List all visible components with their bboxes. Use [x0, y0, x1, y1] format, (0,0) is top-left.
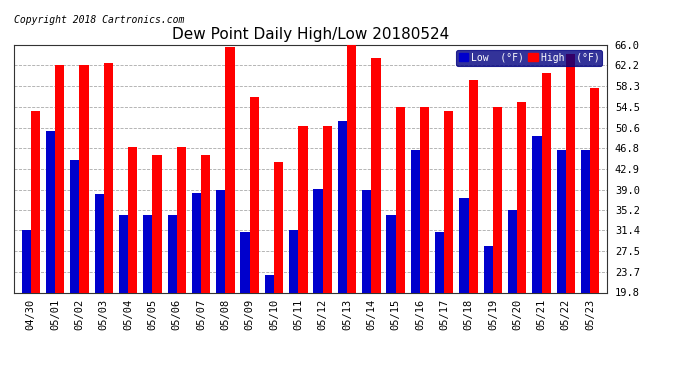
Bar: [566, 54, 575, 375]
Bar: [347, 44, 356, 375]
Bar: [31, 111, 40, 375]
Bar: [362, 190, 371, 375]
Bar: [79, 65, 89, 375]
Bar: [250, 97, 259, 375]
Legend: Low  (°F), High  (°F): Low (°F), High (°F): [455, 50, 602, 66]
Bar: [119, 215, 128, 375]
Title: Dew Point Daily High/Low 20180524: Dew Point Daily High/Low 20180524: [172, 27, 449, 42]
Bar: [411, 150, 420, 375]
Bar: [313, 189, 323, 375]
Bar: [493, 106, 502, 375]
Bar: [469, 80, 477, 375]
Bar: [337, 121, 347, 375]
Bar: [484, 246, 493, 375]
Bar: [460, 198, 469, 375]
Bar: [144, 215, 152, 375]
Bar: [371, 58, 381, 375]
Bar: [240, 232, 250, 375]
Bar: [386, 215, 395, 375]
Bar: [323, 126, 332, 375]
Bar: [508, 210, 518, 375]
Bar: [226, 46, 235, 375]
Bar: [298, 126, 308, 375]
Bar: [70, 160, 79, 375]
Bar: [168, 215, 177, 375]
Bar: [289, 230, 298, 375]
Bar: [201, 155, 210, 375]
Bar: [21, 230, 31, 375]
Bar: [216, 190, 226, 375]
Bar: [395, 106, 405, 375]
Bar: [581, 150, 590, 375]
Bar: [590, 88, 600, 375]
Bar: [420, 106, 429, 375]
Bar: [557, 150, 566, 375]
Bar: [177, 147, 186, 375]
Bar: [265, 275, 274, 375]
Bar: [274, 162, 284, 375]
Bar: [435, 232, 444, 375]
Bar: [444, 111, 453, 375]
Bar: [46, 131, 55, 375]
Bar: [55, 65, 64, 375]
Bar: [104, 63, 113, 375]
Bar: [542, 73, 551, 375]
Bar: [128, 147, 137, 375]
Bar: [95, 195, 103, 375]
Bar: [152, 155, 161, 375]
Bar: [532, 135, 542, 375]
Bar: [518, 102, 526, 375]
Bar: [192, 194, 201, 375]
Text: Copyright 2018 Cartronics.com: Copyright 2018 Cartronics.com: [14, 15, 184, 25]
